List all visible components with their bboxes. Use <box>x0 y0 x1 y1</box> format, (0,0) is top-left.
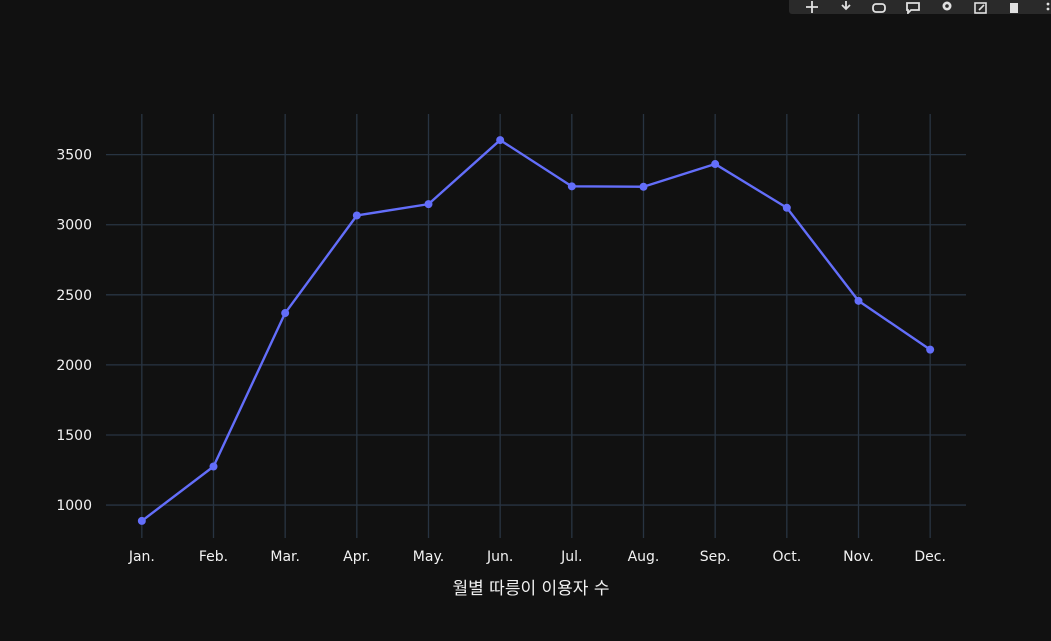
data-point[interactable] <box>209 462 218 471</box>
x-tick-label: Nov. <box>843 549 874 565</box>
x-tick-label: Jan. <box>128 549 155 565</box>
y-tick-label: 3000 <box>56 218 92 234</box>
autoscale-icon[interactable] <box>863 0 897 14</box>
x-tick-label: Feb. <box>199 549 228 565</box>
x-tick-label: May. <box>413 549 444 565</box>
y-tick-label: 2500 <box>56 288 92 304</box>
y-tick-label: 1500 <box>56 428 92 444</box>
x-tick-label: Jun. <box>486 549 513 565</box>
data-point[interactable] <box>137 516 146 525</box>
comment-icon[interactable] <box>896 0 930 14</box>
data-point[interactable] <box>854 296 863 305</box>
x-axis-ticks: Jan. Feb. Mar. Apr. May. Jun. Jul. Aug. Sep. Oct.… <box>128 549 946 565</box>
y-tick-label: 1000 <box>56 498 92 514</box>
more-icon[interactable] <box>1031 0 1051 14</box>
settings-icon[interactable] <box>930 0 964 14</box>
data-point[interactable] <box>782 203 791 212</box>
x-tick-label: Dec. <box>914 549 946 565</box>
gridlines <box>106 114 966 538</box>
x-tick-label: Apr. <box>343 549 370 565</box>
y-tick-label: 2000 <box>56 358 92 374</box>
data-point[interactable] <box>496 136 505 145</box>
data-point[interactable] <box>281 309 290 318</box>
x-tick-label: Oct. <box>773 549 802 565</box>
zoom-out-icon[interactable] <box>829 0 863 14</box>
data-point[interactable] <box>639 182 648 191</box>
x-axis-title: 월별 따릉이 이용자 수 <box>453 579 610 599</box>
download-icon[interactable] <box>964 0 998 14</box>
y-axis-ticks: 1000 1500 2000 2500 3000 3500 <box>56 148 92 514</box>
y-tick-label: 3500 <box>56 148 92 164</box>
x-tick-label: Mar. <box>270 549 300 565</box>
x-tick-label: Jul. <box>560 549 582 565</box>
chart-modebar <box>789 0 1051 14</box>
data-point[interactable] <box>567 182 576 191</box>
series-line <box>141 138 931 522</box>
data-point[interactable] <box>926 345 935 354</box>
trash-icon[interactable] <box>998 0 1032 14</box>
data-point[interactable] <box>424 200 433 209</box>
x-tick-label: Aug. <box>628 549 660 565</box>
zoom-in-icon[interactable] <box>795 0 829 14</box>
data-point[interactable] <box>352 211 361 220</box>
x-tick-label: Sep. <box>700 549 731 565</box>
data-point[interactable] <box>711 160 720 169</box>
series-group <box>137 136 935 525</box>
